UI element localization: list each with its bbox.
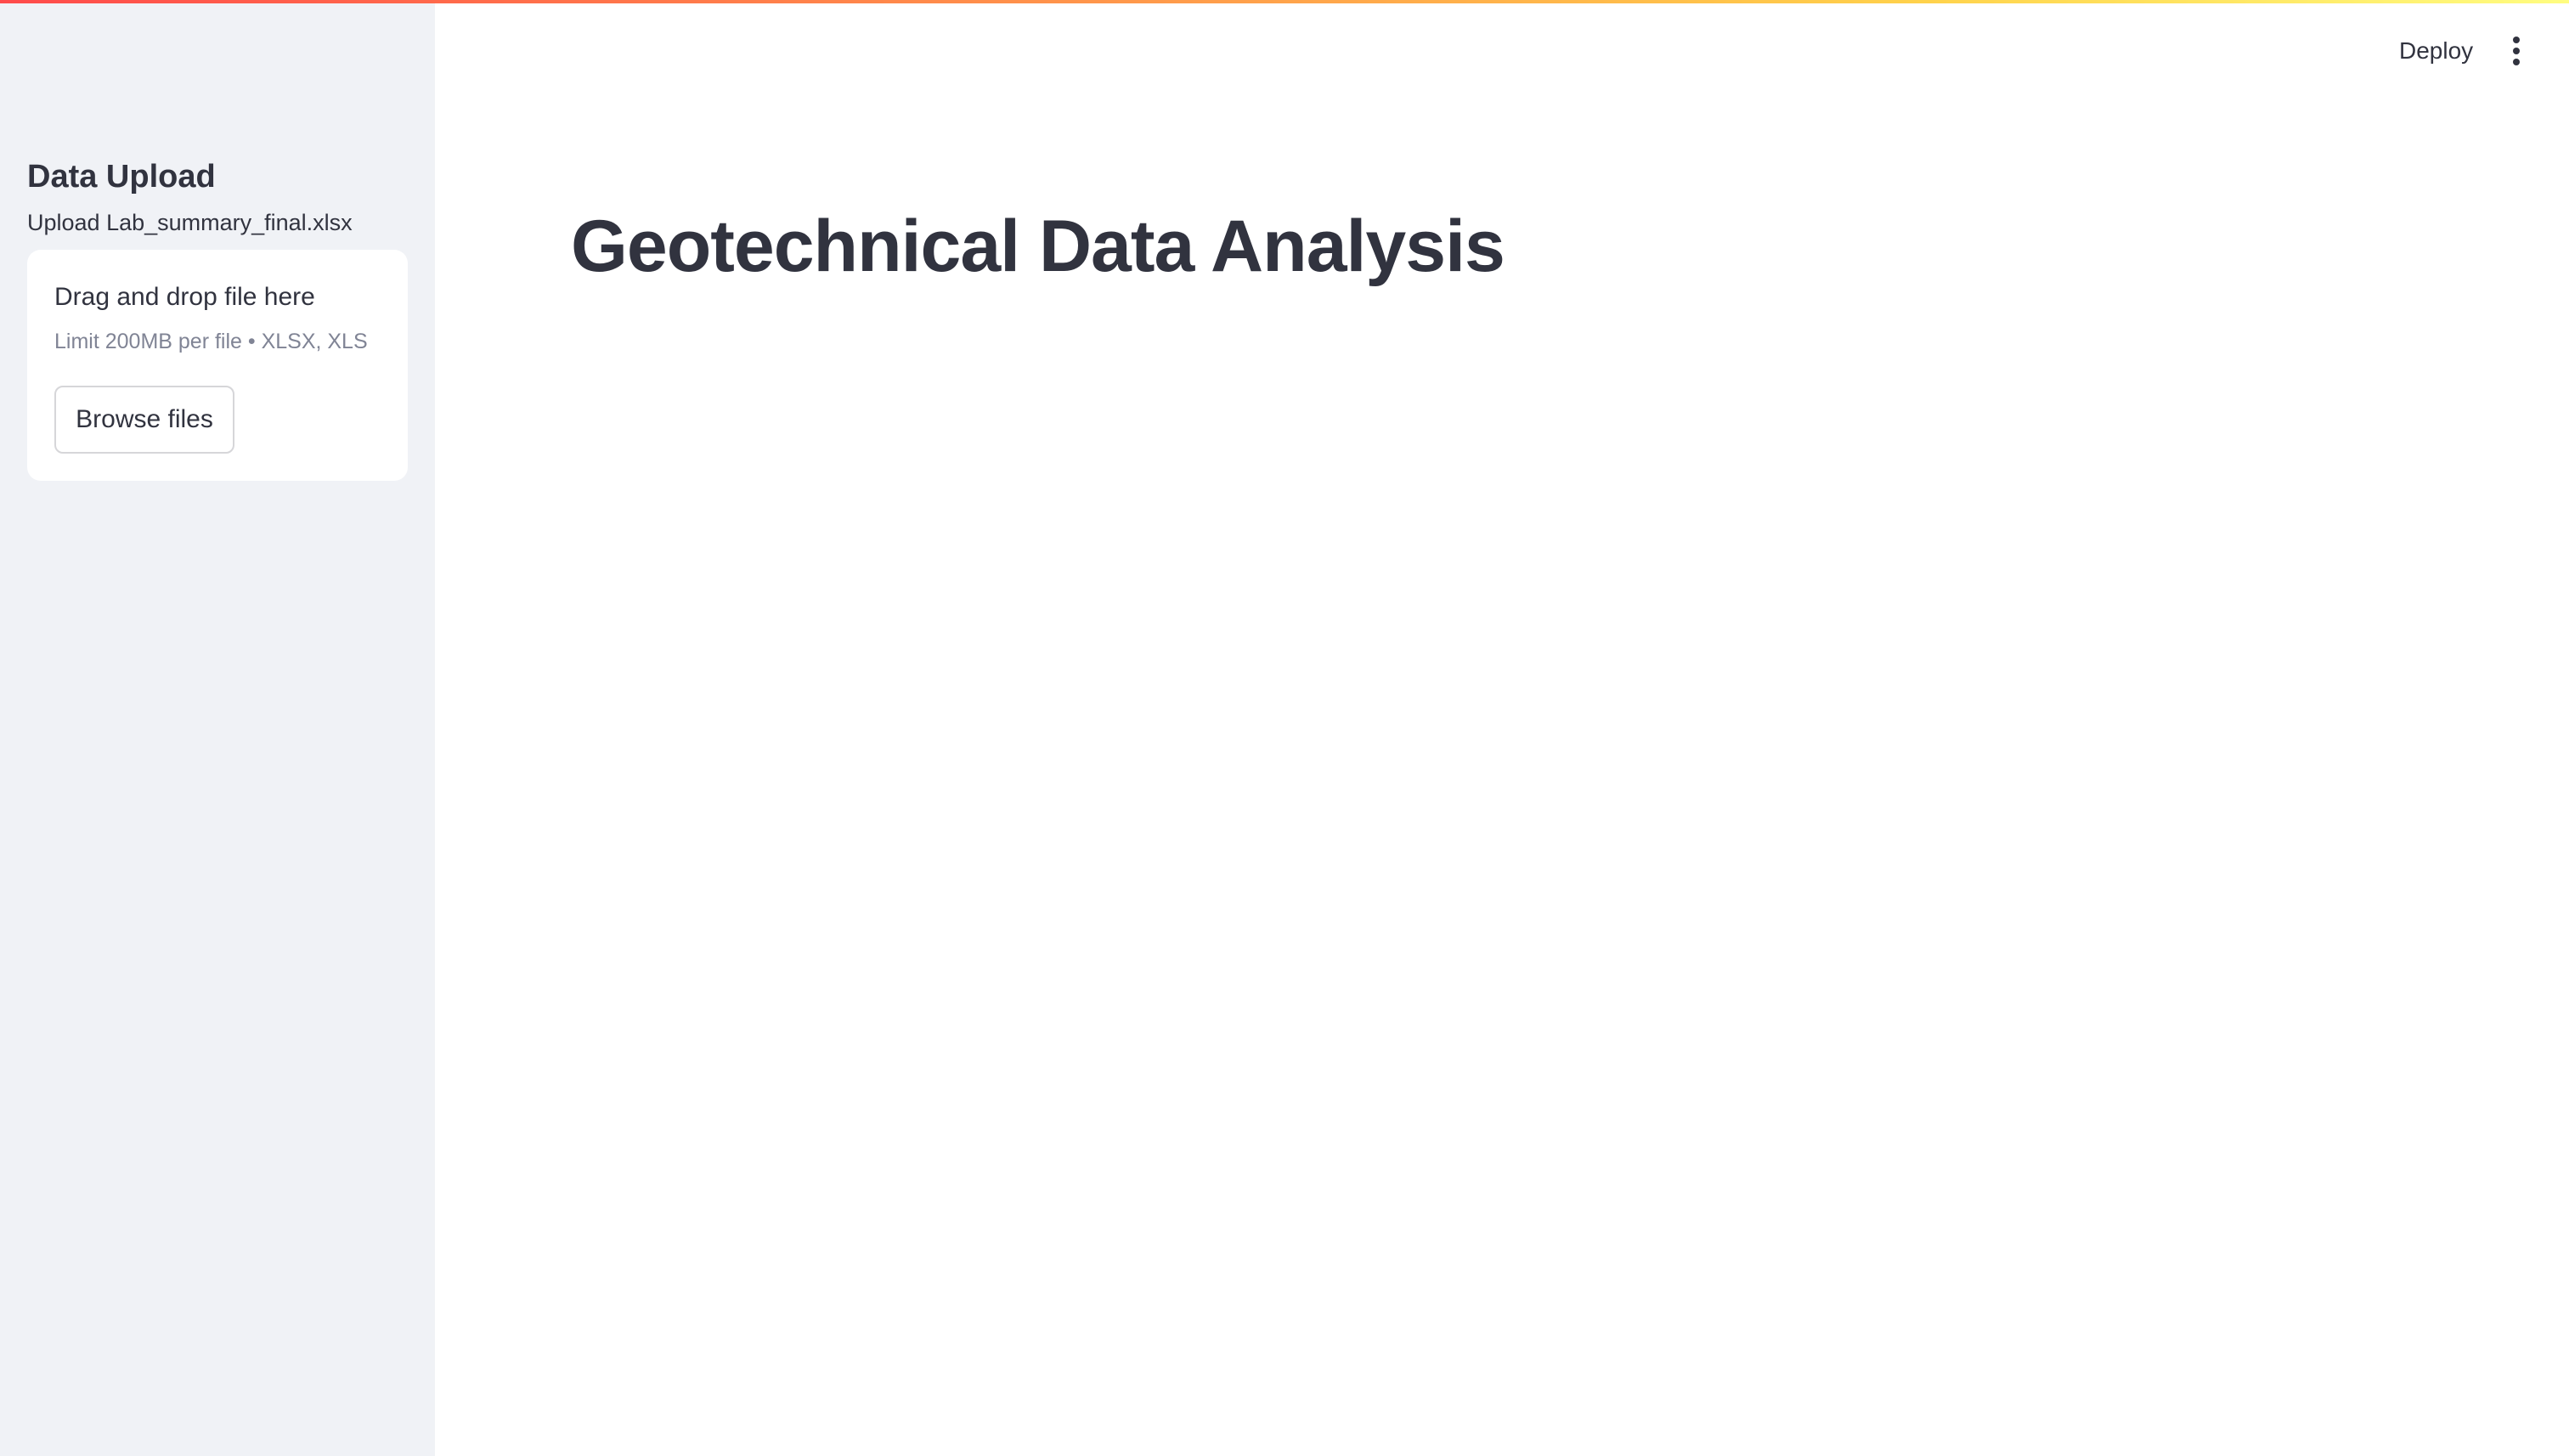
- vertical-ellipsis-icon: [2513, 37, 2520, 65]
- main-menu-button[interactable]: [2494, 29, 2538, 73]
- deploy-button[interactable]: Deploy: [2386, 29, 2487, 73]
- sidebar-title: Data Upload: [27, 159, 216, 195]
- page-title: Geotechnical Data Analysis: [571, 206, 1505, 287]
- top-decoration-bar: [0, 0, 2569, 3]
- file-uploader-label: Upload Lab_summary_final.xlsx: [27, 210, 353, 235]
- file-dropzone[interactable]: Drag and drop file here Limit 200MB per …: [27, 250, 408, 481]
- dropzone-limit-hint: Limit 200MB per file • XLSX, XLS: [54, 330, 368, 353]
- sidebar: Data Upload Upload Lab_summary_final.xls…: [0, 0, 435, 1456]
- browse-files-button[interactable]: Browse files: [54, 386, 234, 454]
- dropzone-title: Drag and drop file here: [54, 283, 315, 311]
